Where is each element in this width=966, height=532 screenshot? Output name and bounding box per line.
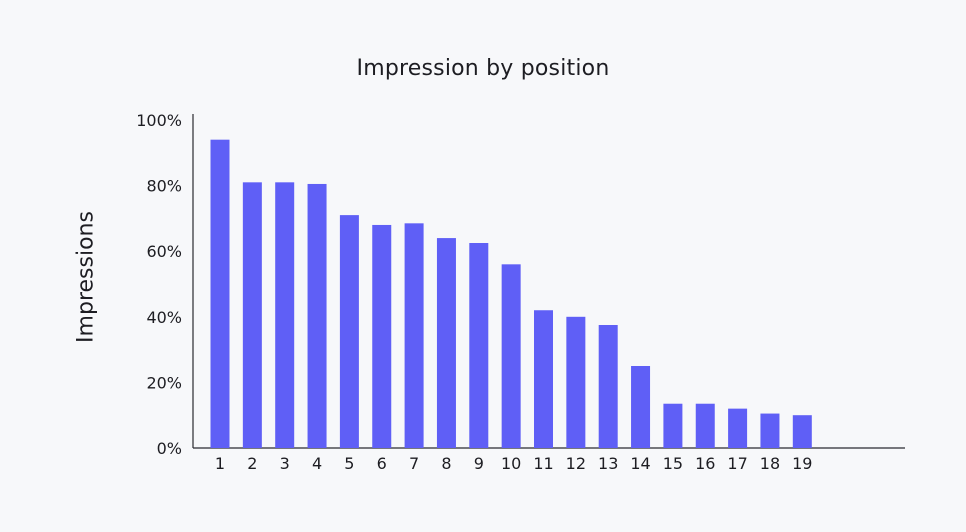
x-tick-label: 10 (501, 454, 521, 473)
x-tick-label: 7 (409, 454, 419, 473)
x-tick-label: 1 (215, 454, 225, 473)
bar (663, 403, 683, 448)
x-tick-label: 3 (280, 454, 290, 473)
x-tick-label: 16 (695, 454, 715, 473)
bar (275, 182, 295, 448)
bar (307, 183, 327, 448)
x-tick-label: 17 (727, 454, 747, 473)
bar (566, 316, 586, 448)
y-tick-label: 60% (146, 242, 182, 261)
bar (792, 415, 812, 448)
bar (598, 325, 618, 448)
x-tick-label: 14 (630, 454, 650, 473)
y-tick-label: 20% (146, 373, 182, 392)
x-tick-label: 15 (663, 454, 683, 473)
x-tick-label: 11 (533, 454, 553, 473)
bar (631, 366, 651, 448)
bar (469, 243, 489, 448)
x-tick-label: 12 (566, 454, 586, 473)
x-tick-label: 18 (760, 454, 780, 473)
x-tick-label: 6 (377, 454, 387, 473)
bar (436, 238, 456, 448)
bar (728, 408, 748, 448)
x-tick-label: 2 (247, 454, 257, 473)
bar (372, 224, 392, 448)
x-tick-label: 5 (344, 454, 354, 473)
bar (695, 403, 715, 448)
bar (501, 264, 521, 448)
y-tick-label: 40% (146, 308, 182, 327)
bar (339, 215, 359, 448)
bar (242, 182, 262, 448)
y-tick-label: 100% (136, 111, 182, 130)
bar (404, 223, 424, 448)
x-tick-label: 8 (441, 454, 451, 473)
bar (210, 139, 230, 448)
x-tick-label: 4 (312, 454, 322, 473)
y-tick-label: 0% (157, 439, 182, 458)
bar (760, 413, 780, 448)
y-axis-label: Impressions (73, 211, 99, 343)
x-tick-label: 19 (792, 454, 812, 473)
y-tick-label: 80% (146, 177, 182, 196)
bar (534, 310, 553, 448)
chart-title: Impression by position (356, 56, 610, 81)
x-tick-label: 13 (598, 454, 618, 473)
x-tick-label: 9 (474, 454, 484, 473)
